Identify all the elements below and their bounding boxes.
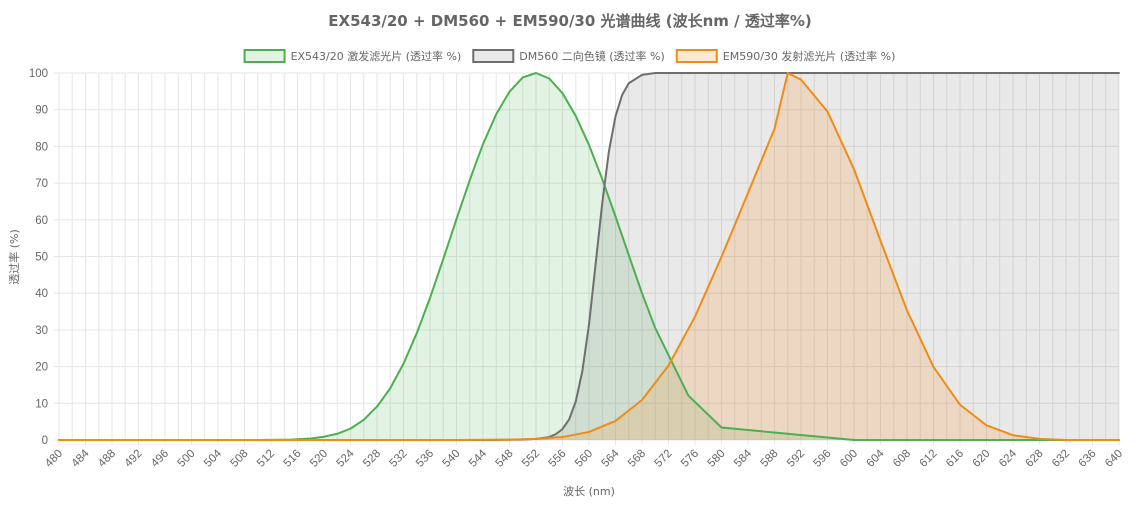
series-area-3 (59, 73, 1119, 440)
x-tick-label: 536 (414, 448, 436, 470)
series-area-1 (59, 73, 1119, 440)
x-tick-label: 524 (335, 447, 357, 469)
x-tick-label: 528 (361, 448, 383, 470)
series-line-1[interactable] (58, 72, 1120, 441)
y-tick-label: 20 (35, 362, 48, 374)
x-tick-label: 516 (282, 448, 304, 470)
x-tick-label: 588 (759, 448, 781, 470)
legend-item-2[interactable]: DM560 二向色镜 (透过率 %) (472, 49, 665, 63)
x-tick-label: 532 (388, 448, 410, 470)
x-tick-label: 504 (202, 447, 224, 469)
legend-swatch (472, 49, 515, 63)
x-tick-label: 612 (918, 448, 940, 470)
x-tick-label: 496 (149, 448, 171, 470)
y-tick-label: 60 (35, 215, 48, 227)
x-tick-label: 596 (812, 448, 834, 470)
x-tick-label: 584 (732, 447, 754, 469)
legend-swatch (243, 49, 286, 63)
series-line-3[interactable] (58, 72, 1120, 441)
legend: EX543/20 激发滤光片 (透过率 %) DM560 二向色镜 (透过率 %)… (243, 49, 896, 63)
x-tick-label: 592 (785, 448, 807, 470)
x-tick-label: 556 (547, 448, 569, 470)
x-axis-title: 波长 (nm) (563, 485, 615, 498)
x-tick-label: 632 (1050, 448, 1072, 470)
x-tick-label: 600 (838, 448, 860, 470)
y-tick-label: 50 (35, 252, 48, 264)
legend-label: DM560 二向色镜 (透过率 %) (519, 49, 664, 63)
series-area-2 (59, 73, 1119, 440)
y-tick-label: 100 (29, 68, 48, 80)
y-axis-title: 透过率 (%) (7, 229, 21, 285)
x-tick-label: 572 (653, 448, 675, 470)
x-tick-label: 544 (467, 447, 489, 469)
x-tick-label: 576 (679, 448, 701, 470)
legend-swatch (675, 49, 718, 63)
x-tick-label: 620 (971, 448, 993, 470)
x-tick-label: 604 (865, 447, 887, 469)
x-tick-label: 500 (176, 448, 198, 470)
x-tick-label: 608 (891, 448, 913, 470)
x-tick-label: 484 (70, 447, 92, 469)
y-tick-label: 80 (35, 141, 48, 153)
y-tick-label: 0 (42, 435, 48, 447)
x-tick-label: 568 (626, 448, 648, 470)
series-group (58, 72, 1120, 441)
y-tick-label: 40 (35, 288, 48, 300)
x-tick-label: 488 (96, 448, 118, 470)
x-tick-label: 580 (706, 448, 728, 470)
grid (54, 72, 1120, 445)
y-tick-label: 70 (35, 178, 48, 190)
x-tick-label: 492 (123, 448, 145, 470)
x-tick-label: 628 (1024, 448, 1046, 470)
x-tick-label: 540 (441, 448, 463, 470)
x-tick-label: 512 (255, 448, 277, 470)
y-tick-label: 10 (35, 398, 48, 410)
y-tick-label: 90 (35, 105, 48, 117)
x-tick-label: 480 (43, 448, 65, 470)
legend-label: EX543/20 激发滤光片 (透过率 %) (291, 49, 462, 63)
y-tick-label: 30 (35, 325, 48, 337)
x-tick-label: 564 (600, 447, 622, 469)
x-tick-label: 624 (997, 447, 1019, 469)
x-tick-label: 552 (520, 448, 542, 470)
x-tick-label: 508 (229, 448, 251, 470)
x-tick-label: 560 (573, 448, 595, 470)
x-tick-label: 548 (494, 448, 516, 470)
legend-item-1[interactable]: EX543/20 激发滤光片 (透过率 %) (243, 49, 462, 63)
legend-label: EM590/30 发射滤光片 (透过率 %) (723, 49, 896, 63)
x-tick-label: 520 (308, 448, 330, 470)
chart-title: EX543/20 + DM560 + EM590/30 光谱曲线 (波长nm /… (328, 12, 811, 30)
x-tick-label: 640 (1103, 448, 1125, 470)
x-tick-label: 636 (1077, 448, 1099, 470)
legend-item-3[interactable]: EM590/30 发射滤光片 (透过率 %) (675, 49, 896, 63)
x-tick-label: 616 (944, 448, 966, 470)
